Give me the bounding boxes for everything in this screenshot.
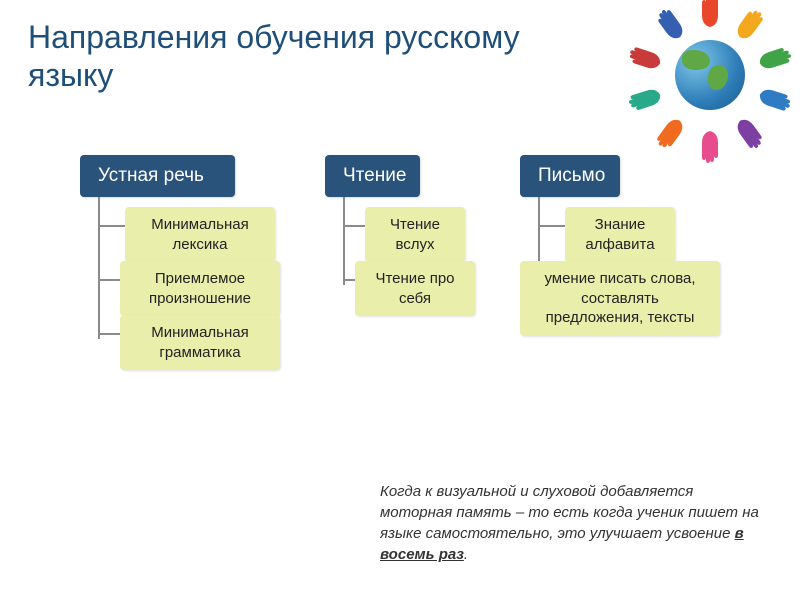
column-header: Устная речь — [80, 155, 235, 197]
diagram-area: Устная речь Минимальная лексикаПриемлемое… — [0, 155, 800, 435]
globe-hands-graphic — [640, 5, 780, 145]
hand-icon — [729, 112, 770, 155]
column-header: Письмо — [520, 155, 620, 197]
diagram-item: Знание алфавита — [565, 207, 675, 262]
diagram-item: Минимальная грамматика — [120, 315, 280, 370]
diagram-item: Минимальная лексика — [125, 207, 275, 262]
hand-icon — [754, 41, 794, 76]
connector-horizontal — [343, 225, 365, 227]
globe-land — [682, 50, 710, 70]
diagram-item: умение писать слова, составлять предложе… — [520, 261, 720, 336]
diagram-item: Чтение про себя — [355, 261, 475, 316]
hand-icon — [697, 0, 723, 29]
hand-icon — [729, 3, 770, 46]
column-header: Чтение — [325, 155, 420, 197]
connector-horizontal — [98, 279, 120, 281]
connector-horizontal — [98, 333, 120, 335]
footnote-text: Когда к визуальной и слуховой добавляетс… — [380, 481, 760, 565]
hand-icon — [650, 112, 691, 155]
connector-horizontal — [538, 225, 565, 227]
slide-title: Направления обучения русскому языку — [28, 18, 588, 95]
connector-horizontal — [343, 279, 355, 281]
diagram-item: Приемлемое произношение — [120, 261, 280, 316]
hand-icon — [754, 82, 794, 117]
hand-icon — [626, 82, 666, 117]
diagram-item: Чтение вслух — [365, 207, 465, 262]
connector-vertical — [98, 197, 100, 339]
connector-horizontal — [98, 225, 125, 227]
hand-icon — [626, 41, 666, 76]
footnote-pre: Когда к визуальной и слуховой добавляетс… — [380, 483, 759, 542]
connector-vertical — [343, 197, 345, 285]
footnote-post: . — [464, 546, 468, 563]
hand-icon — [650, 3, 691, 46]
